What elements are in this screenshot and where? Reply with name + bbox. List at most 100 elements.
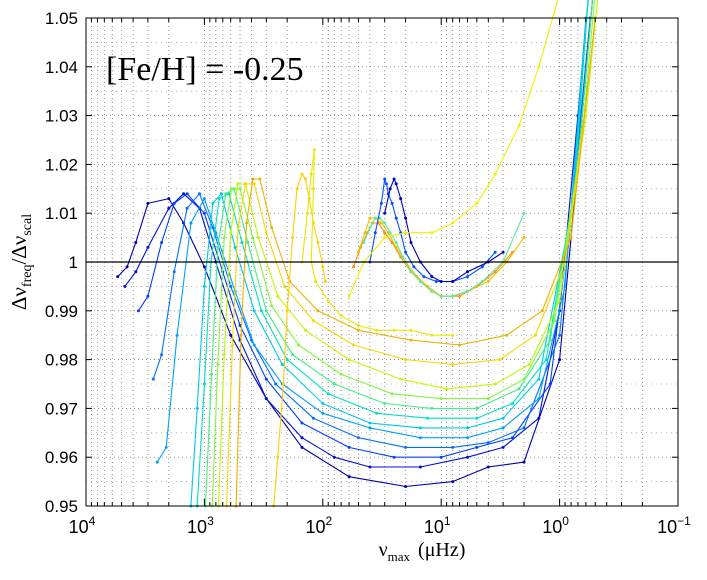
data-point	[270, 304, 274, 308]
data-point	[347, 358, 351, 362]
data-point	[222, 236, 226, 240]
data-point	[540, 309, 544, 313]
data-point	[390, 201, 394, 205]
series-track-8	[203, 0, 594, 508]
data-point	[321, 411, 325, 415]
data-point	[522, 426, 526, 430]
data-point	[300, 172, 304, 176]
data-point	[285, 358, 289, 362]
data-point	[222, 353, 226, 357]
data-point	[316, 241, 320, 244]
data-point	[466, 275, 469, 279]
data-point	[252, 309, 256, 313]
data-point	[466, 426, 469, 430]
data-point	[155, 460, 159, 464]
x-label-unit: (μHz)	[418, 539, 465, 561]
y-tick-label: 0.96	[45, 448, 78, 467]
data-point	[388, 231, 392, 235]
data-point	[404, 250, 408, 254]
data-point	[383, 231, 387, 235]
data-point	[394, 241, 398, 244]
data-point	[160, 241, 164, 244]
data-point	[270, 226, 274, 230]
data-point	[517, 123, 521, 127]
data-point	[501, 445, 505, 449]
data-point	[316, 309, 320, 313]
x-tick-label: 10−1	[657, 514, 691, 537]
data-point	[422, 275, 426, 279]
data-point	[390, 392, 394, 396]
data-point	[501, 416, 505, 420]
y-tick-label: 0.99	[45, 302, 78, 321]
data-point	[137, 309, 140, 313]
series-track-4	[151, 65, 588, 449]
data-point	[522, 236, 526, 240]
series-track-1	[116, 0, 594, 488]
data-point	[285, 309, 289, 313]
data-point	[219, 192, 223, 196]
data-point	[385, 182, 388, 186]
data-point	[134, 270, 138, 274]
data-point	[264, 309, 268, 313]
data-point	[544, 358, 548, 362]
data-point	[259, 309, 263, 313]
data-point	[321, 265, 325, 269]
y-label-b-sub: scal	[20, 214, 35, 236]
data-point	[439, 280, 443, 283]
data-point	[430, 406, 434, 410]
data-point	[347, 294, 351, 298]
x-tick-label: 101	[424, 514, 451, 537]
series-line	[211, 0, 596, 507]
data-point	[167, 206, 171, 210]
data-point	[300, 445, 304, 449]
data-point	[383, 177, 387, 181]
data-point	[116, 275, 120, 279]
data-point	[563, 284, 567, 288]
data-point	[339, 314, 343, 318]
data-point	[251, 177, 255, 181]
data-point	[383, 211, 387, 215]
data-point	[368, 426, 372, 430]
series-line	[217, 0, 599, 507]
data-point	[368, 216, 372, 220]
data-point	[151, 377, 155, 381]
series-loop-f	[383, 177, 505, 283]
data-point	[404, 216, 408, 220]
x-label-sub: max	[388, 549, 411, 564]
data-point	[134, 241, 138, 244]
data-point	[297, 343, 301, 347]
data-point	[326, 392, 330, 396]
data-point	[537, 416, 541, 420]
data-point	[368, 465, 372, 469]
data-point	[418, 465, 422, 469]
data-point	[451, 221, 455, 225]
y-tick-label: 1.01	[45, 204, 78, 223]
x-tick-label: 103	[187, 514, 214, 537]
data-point	[312, 148, 316, 152]
data-point	[383, 402, 387, 405]
data-point	[475, 416, 479, 420]
data-point	[311, 416, 315, 420]
x-tick-label: 102	[305, 514, 332, 537]
y-tick-label: 0.98	[45, 351, 78, 370]
data-point	[517, 387, 521, 391]
data-point	[167, 197, 171, 201]
data-point	[569, 236, 573, 240]
data-point	[553, 319, 557, 323]
y-tick-label: 0.95	[45, 497, 78, 516]
data-point	[352, 265, 355, 269]
y-tick-labels: 0.95 0.96 0.97 0.98 0.99 1 1.01 1.02 1.03 1.04 1.0…	[45, 9, 78, 516]
data-point	[305, 211, 309, 215]
data-point	[210, 372, 214, 376]
data-point	[451, 280, 455, 283]
data-point	[202, 197, 206, 201]
data-point	[451, 333, 455, 337]
data-point	[501, 250, 505, 254]
data-point	[426, 416, 430, 420]
data-point	[216, 363, 220, 366]
data-point	[362, 241, 366, 244]
data-point	[475, 201, 479, 205]
data-point	[493, 250, 497, 254]
data-point	[451, 480, 455, 484]
data-point	[300, 436, 304, 440]
